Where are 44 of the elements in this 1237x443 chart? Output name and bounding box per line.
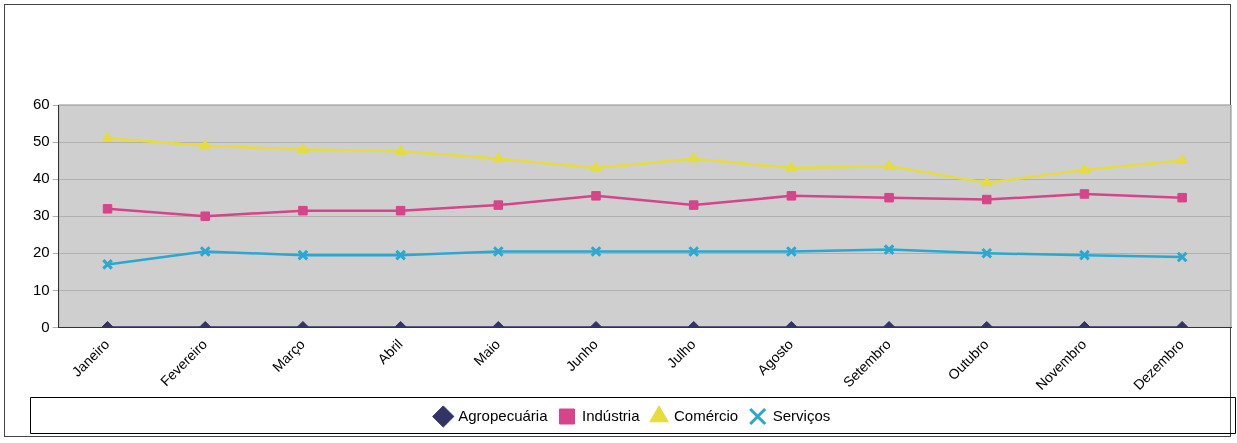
point <box>199 139 211 150</box>
y-tick-label: 50 <box>33 132 50 150</box>
y-tick-label: 10 <box>33 280 50 298</box>
y-tick-label: 40 <box>33 169 50 187</box>
point <box>687 152 700 163</box>
point <box>884 192 894 203</box>
point <box>883 159 895 170</box>
point <box>1078 249 1091 261</box>
legend-label: Indústria <box>582 406 641 424</box>
point <box>101 258 114 271</box>
point <box>687 245 700 258</box>
point <box>590 245 602 258</box>
y-tick-label: 20 <box>33 243 50 261</box>
point <box>394 249 407 261</box>
point <box>1079 189 1090 199</box>
point <box>1177 192 1187 203</box>
point <box>1078 163 1091 174</box>
point <box>981 247 993 260</box>
legend-label: Agropecuária <box>458 406 549 424</box>
y-tick-label: 0 <box>41 317 50 335</box>
point <box>590 161 602 172</box>
point <box>395 205 406 216</box>
legend-label: Serviços <box>772 406 831 424</box>
point <box>200 211 210 221</box>
point <box>883 243 895 256</box>
point <box>492 245 505 258</box>
legend-label: Comércio <box>674 406 739 424</box>
point <box>981 176 993 187</box>
point <box>297 249 309 261</box>
point <box>785 245 798 258</box>
point <box>298 205 308 216</box>
point <box>1176 154 1188 165</box>
point <box>102 204 113 214</box>
point <box>199 245 211 258</box>
point <box>1176 251 1188 263</box>
point <box>785 161 798 172</box>
point <box>982 194 992 205</box>
point <box>786 191 797 201</box>
point <box>492 152 504 163</box>
y-tick-label: 60 <box>33 95 50 113</box>
point <box>493 200 504 210</box>
y-tick-label: 30 <box>33 206 50 224</box>
point <box>688 200 699 210</box>
point <box>591 191 601 201</box>
